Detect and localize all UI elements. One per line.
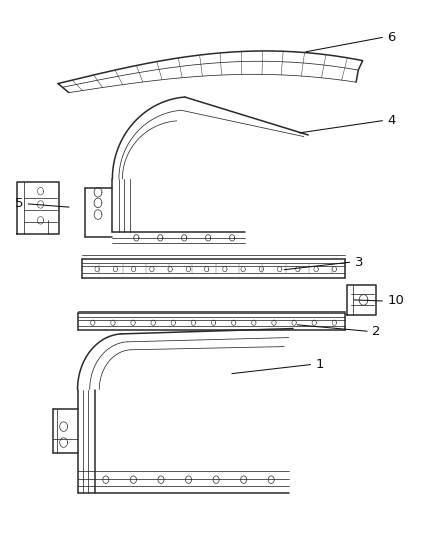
Text: 3: 3	[355, 256, 363, 269]
Text: 6: 6	[388, 31, 396, 44]
Text: 1: 1	[316, 358, 324, 371]
Text: 10: 10	[388, 294, 404, 308]
Text: 5: 5	[14, 197, 23, 211]
Text: 2: 2	[372, 325, 381, 338]
Text: 4: 4	[388, 114, 396, 127]
